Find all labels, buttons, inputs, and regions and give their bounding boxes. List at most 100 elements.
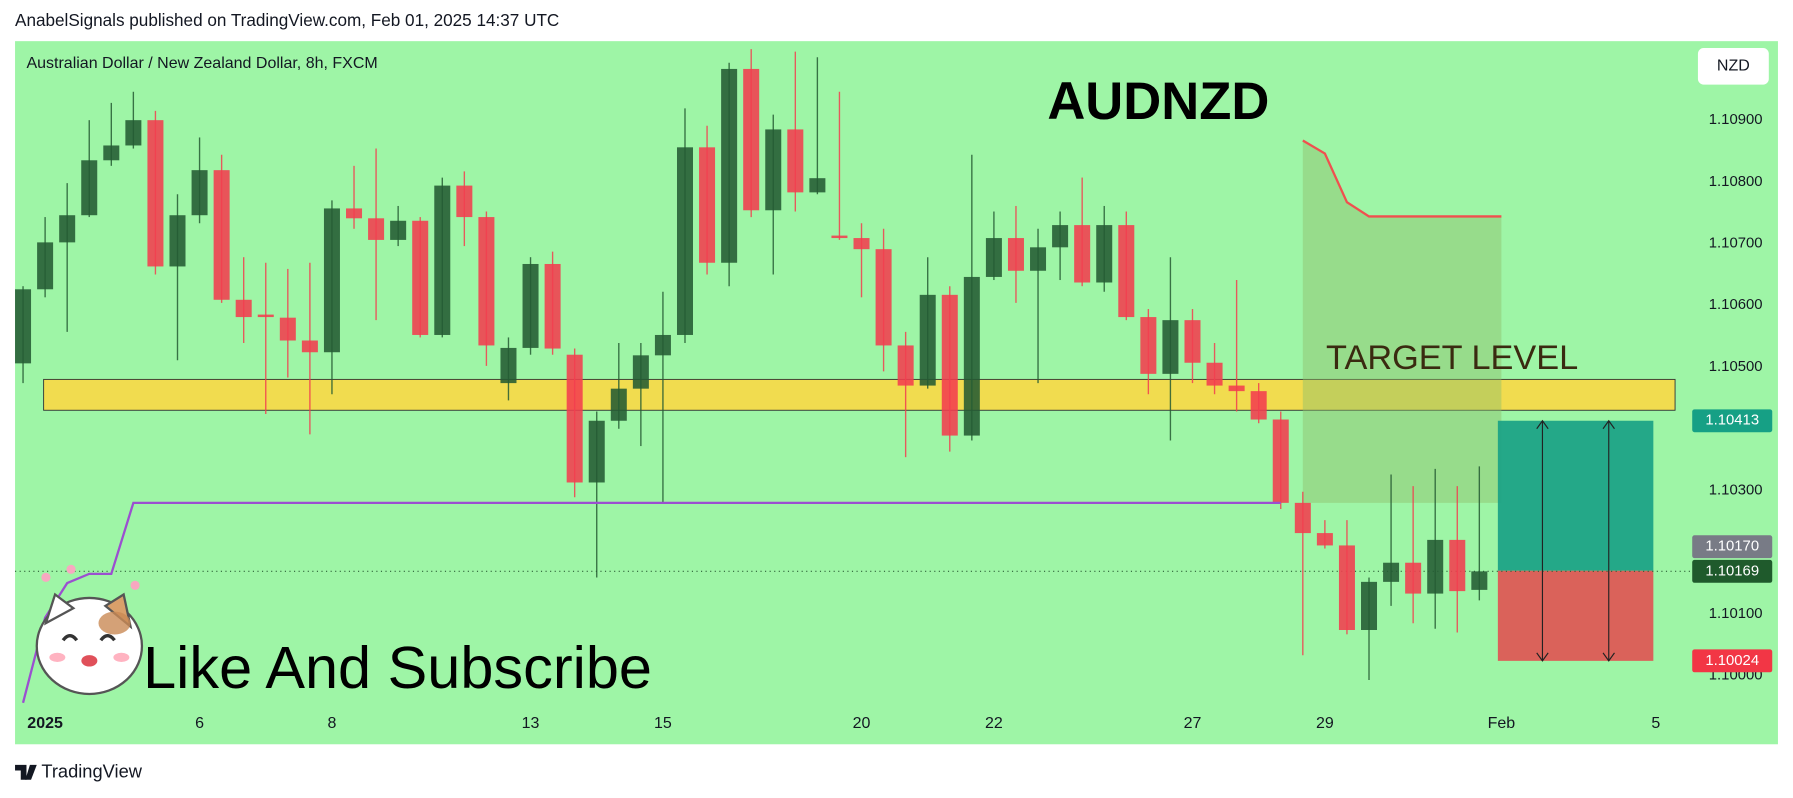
candle-body (1052, 225, 1069, 248)
candle-body (500, 347, 517, 384)
candle-body (235, 299, 252, 318)
candle-body (1140, 317, 1157, 374)
candle-body (368, 218, 385, 240)
x-tick-label: 2025 (27, 715, 63, 732)
candle-body (1316, 533, 1333, 546)
candle-body (765, 129, 782, 211)
candle-body (1206, 362, 1223, 386)
price-tag-label: 1.10413 (1705, 413, 1759, 429)
x-tick-label: 22 (985, 715, 1003, 732)
candle-body (1250, 391, 1267, 420)
candle-body (632, 355, 649, 389)
x-tick-label: 6 (195, 715, 204, 732)
y-tick-label: 1.10700 (1709, 236, 1763, 252)
footer-brand: TradingView (41, 761, 142, 782)
candle-body (676, 147, 693, 335)
candle-body (147, 120, 164, 267)
candle-body (478, 217, 495, 346)
arrow-head (1602, 419, 1615, 430)
candle-body (1118, 225, 1135, 318)
candle-body (257, 314, 274, 318)
candle-body (699, 147, 716, 263)
candle-body (390, 220, 407, 240)
candle-body (941, 294, 958, 436)
candle-body (963, 276, 980, 436)
price-tag (1692, 409, 1773, 433)
candle-body (985, 238, 1002, 277)
x-tick-label: 5 (1651, 715, 1660, 732)
candle-body (15, 289, 32, 364)
candle-body (1294, 502, 1311, 534)
chart-title: AUDNZD (1047, 72, 1269, 131)
candle-body (301, 340, 318, 353)
price-tag-label: 1.10170 (1705, 539, 1759, 555)
price-tag-label: 1.10024 (1705, 653, 1759, 669)
price-tag (1692, 535, 1773, 559)
y-tick-label: 1.10600 (1709, 297, 1763, 313)
y-tick-label: 1.10100 (1709, 606, 1763, 622)
arrow-head (1536, 419, 1549, 430)
candle-body (787, 129, 804, 193)
candle-body (169, 215, 186, 267)
candle-body (831, 235, 848, 239)
header: AnabelSignals published on TradingView.c… (15, 10, 559, 30)
candle-body (1184, 320, 1201, 363)
candle-body (456, 185, 473, 218)
candle-body (191, 170, 208, 216)
candle-body (875, 249, 892, 346)
symbol-description: Australian Dollar / New Zealand Dollar, … (26, 55, 377, 72)
arrow-head (1536, 652, 1549, 662)
annotation: Like And Subscribe (143, 634, 652, 701)
candle-body (434, 185, 451, 335)
candle-body (1272, 419, 1289, 503)
y-tick-label: 1.10900 (1709, 112, 1763, 128)
x-tick-label: 8 (328, 715, 337, 732)
candle-body (897, 345, 914, 386)
cat-sticker (35, 564, 144, 696)
candle-body (522, 263, 539, 348)
candle-body (279, 317, 296, 341)
x-tick-label: 27 (1184, 715, 1202, 732)
candle-body (588, 420, 605, 483)
candle-body (1096, 225, 1113, 283)
candle-body (721, 68, 738, 263)
front-layer: TARGET LEVEL1.100001.101001.103001.10500… (21, 112, 1773, 732)
x-tick-label: 29 (1316, 715, 1334, 732)
candle-body (37, 242, 54, 290)
forecast-zone (1302, 140, 1502, 503)
x-tick-label: 13 (522, 715, 540, 732)
candle-body (1405, 562, 1422, 594)
indicator-line (21, 501, 1281, 704)
price-tag-label: 1.10169 (1705, 563, 1759, 579)
candle-body (125, 120, 142, 146)
position-stop (1497, 570, 1654, 661)
x-tick-label: 15 (654, 715, 672, 732)
y-tick-label: 1.10800 (1709, 174, 1763, 190)
candle-body (566, 354, 583, 483)
candle-body (809, 178, 826, 193)
target-zone-label: TARGET LEVEL (1326, 339, 1578, 377)
candle-body (1338, 545, 1355, 631)
candle-body (610, 388, 627, 421)
candle-body (1471, 571, 1488, 590)
candle-body (1361, 581, 1378, 631)
y-tick-label: 1.10500 (1709, 359, 1763, 375)
currency-box[interactable] (1697, 48, 1769, 85)
candle-body (323, 208, 340, 353)
price-tag (1692, 559, 1773, 583)
candle-body (654, 334, 671, 356)
candle-body (1162, 320, 1179, 374)
x-tick-label: 20 (853, 715, 871, 732)
candle-body (59, 215, 76, 243)
indicator-line (1302, 139, 1502, 218)
back-layer (15, 49, 1690, 680)
candle-body (1074, 225, 1091, 283)
candle-body (346, 208, 363, 219)
x-tick-label: Feb (1488, 715, 1516, 732)
target-zone (43, 378, 1676, 411)
currency-label[interactable]: NZD (1717, 58, 1750, 75)
price-tag (1692, 649, 1773, 673)
candle-body (1228, 385, 1245, 392)
candle-body (1427, 539, 1444, 594)
